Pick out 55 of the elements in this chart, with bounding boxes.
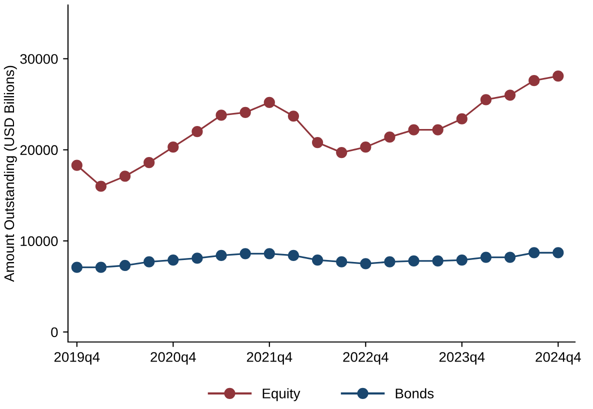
point — [71, 262, 82, 273]
point — [168, 142, 179, 153]
point — [384, 132, 396, 143]
point — [264, 96, 275, 108]
point — [360, 258, 372, 270]
y-tick-label: 0 — [51, 327, 58, 338]
legend-label: Equity — [262, 388, 300, 402]
point — [192, 252, 203, 264]
legend-label: Bonds — [396, 388, 434, 398]
point — [456, 254, 468, 266]
x-tick-label: 2021q4 — [246, 352, 292, 365]
point — [240, 248, 251, 260]
x-tick-label: 2023q4 — [439, 352, 485, 365]
point — [408, 255, 420, 266]
point — [144, 157, 155, 168]
point — [552, 247, 564, 258]
point — [192, 126, 203, 138]
point — [264, 248, 275, 260]
point — [95, 262, 107, 273]
point — [360, 142, 372, 153]
point — [504, 90, 516, 101]
y-tick-label: 10000 — [20, 236, 58, 246]
point — [504, 252, 516, 263]
point — [216, 250, 227, 262]
point — [408, 124, 420, 136]
point — [119, 170, 131, 182]
point — [336, 146, 348, 158]
x-tick-label: 2020q4 — [150, 352, 196, 365]
point — [456, 113, 468, 124]
point — [552, 70, 564, 82]
point — [144, 256, 155, 268]
point — [336, 256, 348, 268]
point — [119, 260, 131, 272]
x-tick-label: 2019q4 — [54, 352, 100, 365]
point — [384, 256, 396, 268]
y-tick-label: 30000 — [20, 54, 58, 64]
point — [432, 255, 444, 266]
point — [480, 94, 492, 106]
point — [288, 110, 300, 122]
point — [240, 106, 251, 118]
point — [168, 254, 179, 266]
x-tick-label: 2024q4 — [536, 352, 581, 365]
point — [71, 160, 82, 171]
point — [312, 136, 324, 148]
point — [288, 250, 300, 262]
y-tick-label: 20000 — [20, 145, 58, 155]
point — [432, 124, 444, 136]
point — [528, 75, 540, 86]
point — [480, 252, 492, 263]
point — [528, 247, 540, 258]
x-tick-label: 2022q4 — [343, 352, 388, 365]
y-axis-title: Amount Outstanding (USD Billions) — [4, 66, 17, 282]
point — [95, 180, 107, 192]
point — [216, 110, 227, 121]
point — [312, 254, 324, 266]
